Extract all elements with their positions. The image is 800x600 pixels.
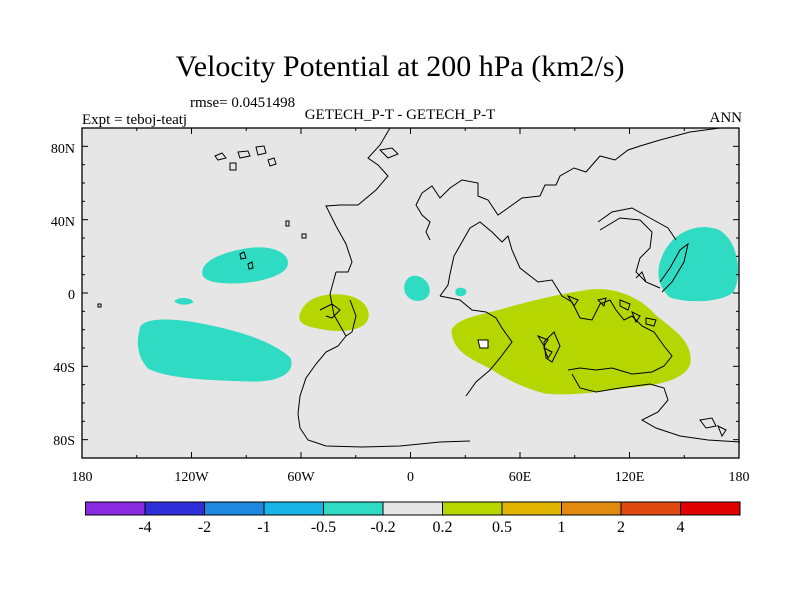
subtitle-label: GETECH_P-T - GETECH_P-T [304,107,496,123]
colorbar-box [501,501,562,516]
coastline-africa-gap [477,339,489,349]
lat-label: 80S [53,434,75,449]
colorbar-box [561,501,622,516]
coastline-antarctica [571,373,741,443]
lon-label: 120W [174,470,209,485]
colorbar-label: -4 [138,519,151,536]
colorbar-box [204,501,265,516]
coastlines [97,127,741,448]
lon-label: 180 [729,470,750,485]
colorbar-label: 2 [617,519,625,536]
lon-label: 60E [509,470,532,485]
colorbar [85,501,741,516]
lon-label: 180 [72,470,93,485]
colorbar-label: -0.2 [370,519,395,536]
season-label: ANN [709,110,743,126]
anomaly-negative-westafrica [404,275,430,301]
anomaly-negative-nwpacific [658,227,739,302]
lat-label: 40N [51,215,75,230]
anomaly-negative-spacific [137,319,292,382]
colorbar-label: 4 [677,519,685,536]
anomaly-negative-small-pacific [174,298,194,305]
colorbar-box [442,501,503,516]
coastline-islands [536,294,657,360]
lon-label: 60W [287,470,315,485]
coastline-east-asia [597,207,689,293]
colorbar-box [620,501,681,516]
colorbar-box [263,501,324,516]
lat-label: 0 [68,288,75,303]
colorbar-box [85,501,146,516]
anomaly-positive-indianocean [451,289,691,395]
lat-label: 80N [51,142,75,157]
colorbar-label: -2 [198,519,211,536]
colorbar-label: 0.2 [433,519,453,536]
lat-label: 40S [53,361,75,376]
colorbar-label: -0.5 [311,519,336,536]
lon-label: 0 [407,470,414,485]
colorbar-box [323,501,384,516]
plot-title: Velocity Potential at 200 hPa (km2/s) [175,50,625,83]
experiment-label: Expt = teboj-teatj [82,112,188,128]
anomaly-negative-npacific [202,247,288,284]
colorbar-box [144,501,205,516]
lat-labels: 80N 40N 0 40S 80S [51,142,75,449]
colorbar-labels: -4 -2 -1 -0.5 -0.2 0.2 0.5 1 2 4 [138,519,684,536]
colorbar-label: 1 [558,519,566,536]
colorbar-label: 0.5 [492,519,512,536]
negative-anomalies [137,227,739,382]
colorbar-label: -1 [257,519,270,536]
coastline-small-islands [97,220,307,308]
map-ticks [81,127,740,459]
coastline-south-america [297,127,471,448]
coastline-arctic-islands [214,145,399,171]
colorbar-box [382,501,443,516]
colorbar-box [680,501,741,516]
anomaly-negative-small-atlantic [455,287,467,297]
lon-labels: 180 120W 60W 0 60E 120E 180 [72,470,750,485]
lon-label: 120E [615,470,645,485]
rmse-label: rmse= 0.0451498 [190,95,296,111]
